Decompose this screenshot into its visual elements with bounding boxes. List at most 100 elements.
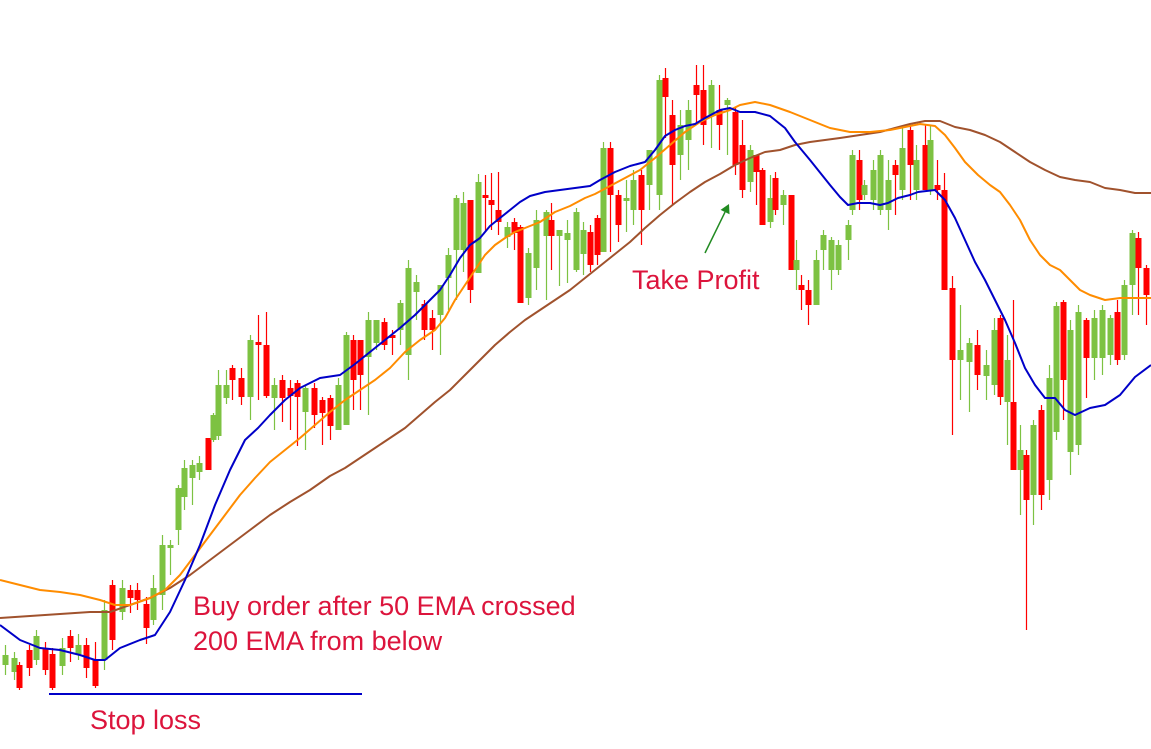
candle bbox=[159, 535, 166, 610]
candle bbox=[271, 378, 278, 430]
candle bbox=[828, 237, 835, 290]
candle bbox=[793, 240, 800, 290]
candle bbox=[997, 315, 1004, 405]
buy-annotation-line-1: Buy order after 50 EMA crossed bbox=[193, 591, 576, 621]
candle bbox=[772, 172, 779, 215]
candle bbox=[630, 170, 637, 225]
candle bbox=[335, 378, 342, 430]
candle bbox=[580, 222, 587, 275]
candle bbox=[885, 160, 892, 230]
annotation-graphics bbox=[49, 204, 730, 695]
candle bbox=[543, 210, 550, 300]
candle bbox=[196, 456, 203, 480]
candle bbox=[381, 318, 388, 350]
candle bbox=[913, 145, 920, 200]
candle bbox=[150, 575, 157, 625]
candle bbox=[59, 638, 66, 675]
candle bbox=[607, 142, 614, 252]
candle bbox=[343, 332, 350, 425]
candle bbox=[759, 168, 766, 225]
candle bbox=[1091, 310, 1098, 380]
candle bbox=[870, 160, 877, 210]
candle bbox=[357, 340, 364, 410]
candle bbox=[1075, 305, 1082, 455]
candle bbox=[1129, 230, 1136, 315]
candle bbox=[753, 155, 760, 205]
ema-line bbox=[0, 120, 1151, 619]
candle bbox=[475, 174, 482, 273]
take-profit-arrow-icon bbox=[704, 211, 726, 254]
candle bbox=[229, 365, 236, 400]
candle bbox=[109, 580, 116, 650]
candle bbox=[1135, 232, 1142, 315]
candle bbox=[957, 305, 964, 400]
candle bbox=[223, 370, 230, 404]
candle bbox=[693, 65, 700, 125]
candle bbox=[327, 395, 334, 440]
candle bbox=[279, 375, 286, 422]
candle bbox=[805, 280, 812, 325]
candle bbox=[716, 85, 723, 150]
candle bbox=[75, 634, 82, 660]
candle bbox=[11, 652, 18, 680]
candle bbox=[511, 218, 518, 250]
candle bbox=[175, 485, 182, 545]
candle bbox=[247, 335, 254, 420]
candle bbox=[437, 285, 444, 355]
candle bbox=[67, 630, 74, 662]
candle bbox=[1121, 280, 1128, 360]
candle bbox=[892, 160, 899, 215]
candle bbox=[1107, 315, 1114, 365]
candle bbox=[835, 240, 842, 275]
candle bbox=[1083, 318, 1090, 398]
candle bbox=[365, 312, 372, 415]
candle bbox=[922, 125, 929, 190]
candle bbox=[798, 275, 805, 310]
candle bbox=[700, 65, 707, 145]
candles bbox=[2, 65, 1150, 690]
candle bbox=[1017, 425, 1024, 515]
candle bbox=[181, 460, 188, 510]
candle bbox=[594, 215, 601, 265]
candle bbox=[1053, 302, 1060, 440]
candle bbox=[991, 318, 998, 395]
candle bbox=[780, 190, 787, 225]
candle bbox=[495, 172, 502, 235]
candle bbox=[467, 200, 474, 303]
candle bbox=[134, 583, 141, 610]
candle bbox=[820, 230, 827, 270]
candle bbox=[460, 192, 467, 272]
candle bbox=[263, 312, 270, 398]
candle bbox=[49, 648, 56, 690]
candle bbox=[949, 276, 956, 435]
candle bbox=[677, 110, 684, 180]
candle bbox=[1030, 420, 1037, 525]
candle bbox=[907, 125, 914, 200]
candle bbox=[127, 585, 134, 613]
candle bbox=[1067, 320, 1074, 475]
candle bbox=[767, 175, 774, 228]
candle bbox=[1114, 300, 1121, 365]
candle bbox=[564, 220, 571, 283]
ema-line bbox=[0, 101, 1151, 606]
candle bbox=[941, 173, 948, 290]
candle bbox=[319, 397, 326, 445]
buy-order-annotation: Buy order after 50 EMA crossed 200 EMA f… bbox=[193, 589, 576, 659]
candle bbox=[1010, 300, 1017, 470]
candle bbox=[302, 385, 309, 450]
candle bbox=[623, 180, 630, 232]
candle bbox=[927, 125, 934, 195]
candle bbox=[488, 173, 495, 230]
candle bbox=[238, 368, 245, 405]
candle bbox=[845, 220, 852, 260]
ema-line bbox=[0, 107, 1151, 661]
candle bbox=[482, 175, 489, 232]
candle bbox=[600, 142, 607, 252]
candle bbox=[205, 438, 212, 470]
candle bbox=[167, 540, 174, 575]
take-profit-label: Take Profit bbox=[632, 265, 760, 295]
candle bbox=[788, 195, 795, 270]
candle bbox=[215, 370, 222, 440]
candle bbox=[556, 230, 563, 286]
arrow-head-icon bbox=[720, 204, 730, 215]
